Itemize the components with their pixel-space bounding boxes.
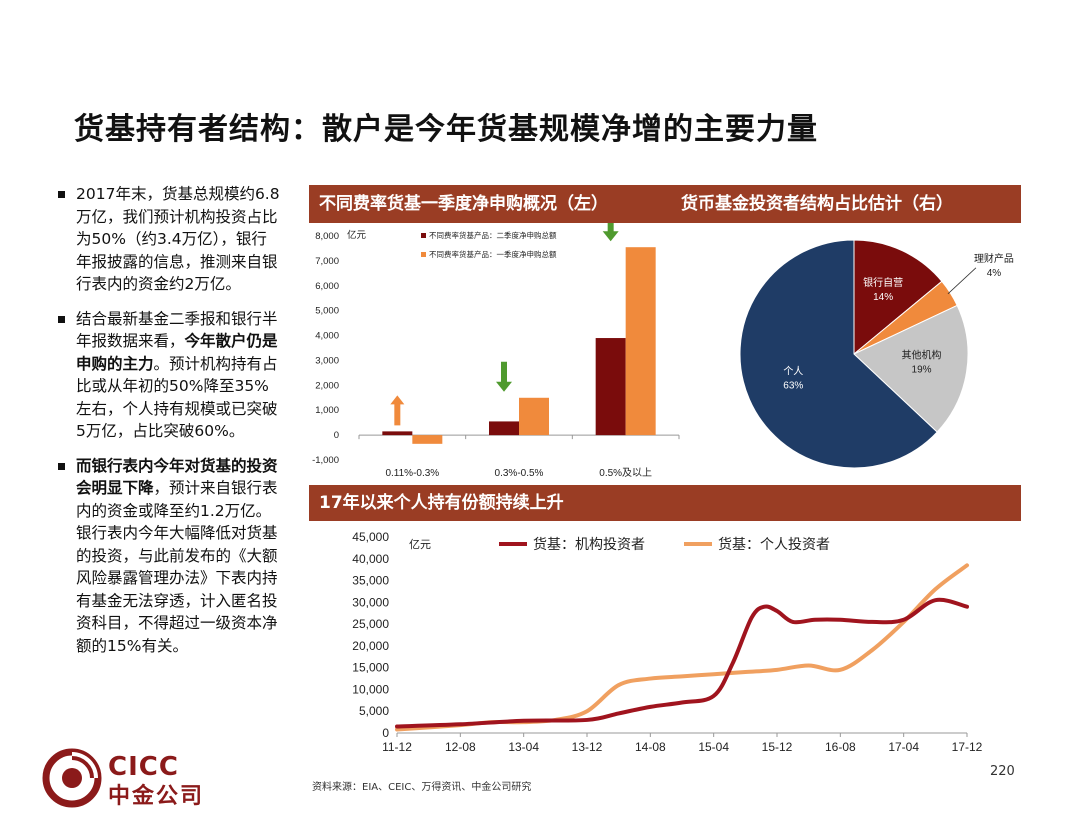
x-tick-label: 16-08 bbox=[825, 740, 856, 754]
legend-swatch bbox=[421, 252, 426, 257]
y-tick-label: 5,000 bbox=[359, 704, 389, 718]
page-title: 货基持有者结构：散户是今年货基规模净增的主要力量 bbox=[74, 112, 818, 147]
x-tick-label: 17-12 bbox=[952, 740, 983, 754]
pie-value: 19% bbox=[912, 365, 932, 376]
y-tick-label: 1,000 bbox=[315, 405, 339, 416]
bar-chart: -1,000 0 1,000 2,000 3,000 4,000 5,000 6,000 7,0… bbox=[312, 223, 680, 479]
arrow-up-icon bbox=[390, 395, 405, 426]
bar bbox=[519, 397, 549, 436]
y-axis-label: 亿元 bbox=[409, 538, 431, 551]
series-line bbox=[395, 563, 969, 732]
cicc-logo-icon bbox=[42, 748, 102, 808]
pie-chart-title: 货币基金投资者结构占比估计（右） bbox=[681, 194, 953, 214]
y-axis-label: 亿元 bbox=[347, 229, 367, 241]
bullet-item: 2017年末，货基总规模约6.8万亿，我们预计机构投资占比为50%（约3.4万亿… bbox=[56, 183, 281, 296]
bar-chart-title: 不同费率货基一季度净申购概况（左） bbox=[319, 194, 608, 214]
bar bbox=[595, 338, 626, 436]
pie-value: 4% bbox=[987, 268, 1002, 279]
pie-chart: 银行自营 14% 理财产品 4% 其他机构 19% 个人 63% bbox=[739, 239, 1014, 469]
bullet-text: 。预计机构持有占比或从年初的50%降至35%左右，个人持有规模或已突破5万亿，占… bbox=[76, 354, 278, 441]
y-tick-label: 8,000 bbox=[315, 231, 339, 242]
y-tick-label: 45,000 bbox=[352, 530, 389, 544]
x-tick-label: 14-08 bbox=[635, 740, 666, 754]
logo-cn: 中金公司 bbox=[108, 784, 205, 809]
x-tick-label: 15-04 bbox=[698, 740, 729, 754]
x-tick-label: 0.3%-0.5% bbox=[495, 468, 544, 479]
series-line bbox=[395, 597, 969, 729]
bar bbox=[412, 435, 443, 444]
bullet-list: 2017年末，货基总规模约6.8万亿，我们预计机构投资占比为50%（约3.4万亿… bbox=[56, 183, 281, 669]
y-tick-label: 25,000 bbox=[352, 617, 389, 631]
y-tick-label: 7,000 bbox=[315, 256, 339, 267]
line-banner: 17年以来个人持有份额持续上升 bbox=[309, 485, 1021, 521]
y-tick-label: 5,000 bbox=[315, 306, 339, 317]
bullet-text: 而银行表内今年对货基的投资会明显下降 bbox=[76, 456, 278, 498]
legend-label: 货基：个人投资者 bbox=[718, 536, 830, 552]
pie-label: 理财产品 bbox=[974, 252, 1014, 265]
leader-line bbox=[947, 267, 977, 295]
bullet-text: ，预计来自银行表内的资金或降至约1.2万亿。银行表内今年大幅降低对货基的投资，与… bbox=[76, 479, 278, 655]
x-tick-label: 0.11%-0.3% bbox=[385, 468, 439, 479]
y-tick-label: 3,000 bbox=[315, 355, 339, 366]
pie-slice bbox=[739, 239, 938, 469]
y-tick-label: 35,000 bbox=[352, 574, 389, 588]
legend-label: 货基：机构投资者 bbox=[533, 536, 645, 552]
y-tick-label: 6,000 bbox=[315, 281, 339, 292]
page-number: 220 bbox=[990, 764, 1015, 779]
y-tick-label: 15,000 bbox=[352, 661, 389, 675]
bar bbox=[382, 431, 413, 436]
y-tick-label: 40,000 bbox=[352, 552, 389, 566]
bar bbox=[625, 247, 656, 436]
x-tick-label: 12-08 bbox=[445, 740, 476, 754]
pie-value: 14% bbox=[873, 292, 893, 303]
x-tick-label: 13-12 bbox=[572, 740, 603, 754]
legend-label: 不同费率货基产品：二季度净申购总额 bbox=[429, 230, 557, 240]
y-tick-label: 30,000 bbox=[352, 595, 389, 609]
pie-value: 63% bbox=[783, 380, 803, 391]
y-tick-label: -1,000 bbox=[312, 455, 339, 466]
y-tick-label: 4,000 bbox=[315, 331, 339, 342]
legend-label: 不同费率货基产品：一季度净申购总额 bbox=[429, 249, 557, 259]
pie-label: 银行自营 bbox=[863, 276, 903, 289]
x-tick-label: 11-12 bbox=[382, 740, 412, 754]
arrow-down-icon bbox=[602, 223, 619, 242]
pie-slice bbox=[853, 239, 943, 356]
y-tick-label: 20,000 bbox=[352, 639, 389, 653]
source-note: 资料来源：EIA、CEIC、万得资讯、中金公司研究 bbox=[312, 782, 532, 793]
line-chart-title: 17年以来个人持有份额持续上升 bbox=[319, 493, 564, 513]
x-tick-label: 15-12 bbox=[762, 740, 793, 754]
y-tick-label: 0 bbox=[334, 430, 339, 441]
bullet-text: 今年散户仍是申购的主力 bbox=[76, 332, 278, 373]
y-tick-label: 0 bbox=[382, 726, 389, 740]
top-banner: 不同费率货基一季度净申购概况（左） 货币基金投资者结构占比估计（右） bbox=[309, 185, 1021, 223]
x-tick-label: 17-04 bbox=[888, 740, 919, 754]
bar bbox=[489, 421, 519, 436]
bullet-text: 2017年末，货基总规模约6.8万亿，我们预计机构投资占比为50%（约3.4万亿… bbox=[76, 185, 280, 293]
bullet-text: 结合最新基金二季报和银行半年报数据来看， bbox=[76, 309, 278, 351]
line-chart: 0 5,000 10,000 15,000 20,000 25,000 30,000 35,0… bbox=[352, 530, 983, 754]
bullet-item: 结合最新基金二季报和银行半年报数据来看，今年散户仍是申购的主力。预计机构持有占比… bbox=[56, 308, 281, 443]
bullet-item: 而银行表内今年对货基的投资会明显下降，预计来自银行表内的资金或降至约1.2万亿。… bbox=[56, 455, 281, 658]
arrow-down-icon bbox=[496, 361, 512, 392]
pie-slice bbox=[853, 304, 969, 433]
legend-swatch bbox=[421, 233, 426, 238]
y-tick-label: 10,000 bbox=[352, 682, 389, 696]
pie-label: 个人 bbox=[783, 365, 803, 377]
pie-label: 其他机构 bbox=[902, 349, 942, 362]
x-tick-label: 13-04 bbox=[508, 740, 539, 754]
logo-en: CICC bbox=[108, 752, 179, 782]
x-tick-label: 0.5%及以上 bbox=[599, 467, 652, 479]
y-tick-label: 2,000 bbox=[315, 380, 339, 391]
